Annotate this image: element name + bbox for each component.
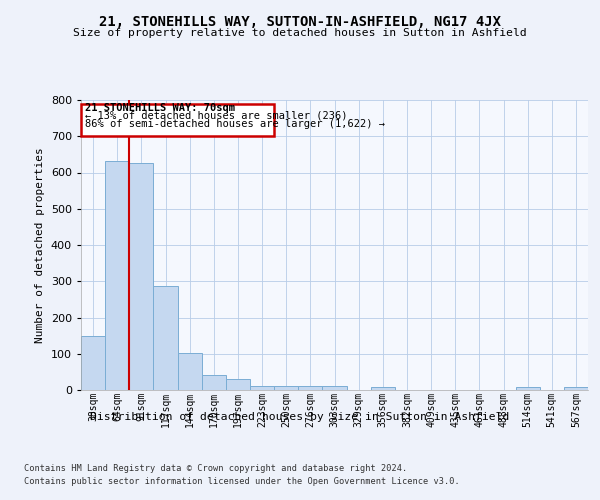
Bar [202,375,226,390]
Text: Contains public sector information licensed under the Open Government Licence v3: Contains public sector information licen… [24,477,460,486]
Text: 21 STONEHILLS WAY: 70sqm: 21 STONEHILLS WAY: 70sqm [85,103,235,113]
Bar [371,386,395,390]
Bar [81,336,105,390]
Bar [226,380,250,390]
Bar [129,162,154,390]
Text: Size of property relative to detached houses in Sutton in Ashfield: Size of property relative to detached ho… [73,28,527,38]
Text: ← 13% of detached houses are smaller (236): ← 13% of detached houses are smaller (23… [85,111,347,121]
Y-axis label: Number of detached properties: Number of detached properties [35,147,45,343]
Bar [105,161,129,390]
Text: Distribution of detached houses by size in Sutton in Ashfield: Distribution of detached houses by size … [91,412,509,422]
Bar [322,386,347,390]
Bar [564,387,588,390]
Bar [154,286,178,390]
Text: Contains HM Land Registry data © Crown copyright and database right 2024.: Contains HM Land Registry data © Crown c… [24,464,407,473]
Text: 86% of semi-detached houses are larger (1,622) →: 86% of semi-detached houses are larger (… [85,119,385,129]
Text: 21, STONEHILLS WAY, SUTTON-IN-ASHFIELD, NG17 4JX: 21, STONEHILLS WAY, SUTTON-IN-ASHFIELD, … [99,15,501,29]
Bar [82,104,274,136]
Bar [250,386,274,390]
Bar [298,386,322,390]
Bar [515,387,540,390]
Bar [274,386,298,390]
Bar [178,353,202,390]
